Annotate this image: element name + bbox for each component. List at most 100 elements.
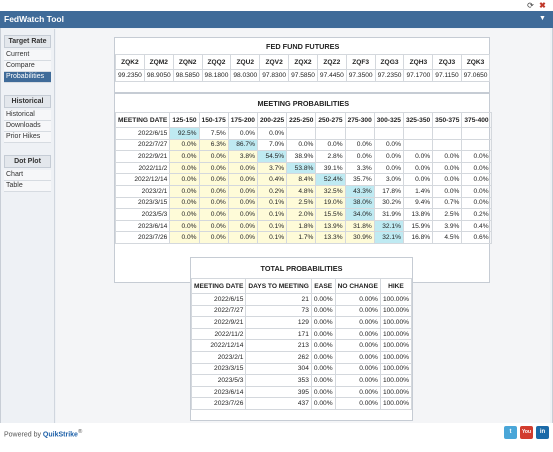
total-value-cell: 100.00% bbox=[379, 362, 413, 376]
meeting-date-cell: 2022/6/15 bbox=[114, 127, 171, 140]
probability-cell: 13.3% bbox=[315, 231, 346, 244]
probability-cell: 53.8% bbox=[286, 161, 317, 175]
futures-value-cell: 97.8300 bbox=[259, 69, 290, 82]
probability-cell: 0.0% bbox=[198, 231, 229, 244]
sidebar-item-compare[interactable]: Compare bbox=[4, 61, 51, 72]
probability-cell: 7.0% bbox=[256, 138, 288, 152]
probability-cell: 0.0% bbox=[198, 184, 229, 198]
probability-cell: 2.5% bbox=[432, 208, 463, 221]
total-date-cell: 2023/7/26 bbox=[190, 397, 247, 410]
probability-cell bbox=[344, 127, 375, 140]
table-row: 2023/5/3 0.0% 0.0% 0.0% 0.1% 2.0% 15.5% 34.0% 31… bbox=[114, 208, 492, 221]
collapse-icon[interactable]: ▼ bbox=[539, 15, 546, 22]
total-value-cell: 0.00% bbox=[310, 339, 336, 352]
meeting-date-cell: 2023/2/1 bbox=[114, 184, 171, 198]
meeting-date-cell: 2023/3/15 bbox=[114, 196, 171, 210]
probability-cell: 0.0% bbox=[432, 173, 463, 186]
probability-cell: 0.0% bbox=[227, 161, 258, 175]
futures-header-cell: ZQQ2 bbox=[201, 54, 232, 70]
window-titlebar: FedWatch Tool ▼ bbox=[0, 11, 553, 29]
sidebar-item-prior-hikes[interactable]: Prior Hikes bbox=[4, 132, 51, 143]
sidebar-item-current[interactable]: Current bbox=[4, 50, 51, 61]
total-value-cell: 0.00% bbox=[334, 339, 381, 352]
total-value-cell: 437 bbox=[245, 397, 312, 410]
meeting-date-cell: 2023/6/14 bbox=[114, 219, 171, 233]
total-value-cell: 100.00% bbox=[379, 293, 413, 306]
probability-cell: 3.8% bbox=[227, 150, 258, 163]
futures-header-cell: ZQF3 bbox=[345, 54, 376, 70]
sidebar-item-downloads[interactable]: Downloads bbox=[4, 121, 51, 132]
sidebar-item-chart[interactable]: Chart bbox=[4, 170, 51, 181]
powered-by-label: Powered by bbox=[4, 431, 41, 439]
futures-table: FED FUND FUTURES ZQK2 ZQM2 ZQN2 ZQQ2 ZQU2 ZQV… bbox=[115, 38, 491, 82]
probability-cell: 0.0% bbox=[227, 196, 258, 210]
futures-header-cell: ZQG3 bbox=[374, 54, 405, 70]
total-value-cell: 0.00% bbox=[334, 350, 381, 364]
total-value-cell: 171 bbox=[245, 327, 312, 341]
meeting-date-cell: 2022/7/27 bbox=[114, 138, 171, 152]
futures-value-cell: 97.1700 bbox=[403, 69, 434, 82]
total-value-cell: 100.00% bbox=[379, 327, 413, 341]
probability-cell: 32.5% bbox=[315, 184, 346, 198]
table-row: 2022/7/27 0.0% 6.3% 86.7% 7.0% 0.0% 0.0% 0.0% 0.… bbox=[114, 138, 492, 152]
futures-panel: FED FUND FUTURES ZQK2 ZQM2 ZQN2 ZQQ2 ZQU2 ZQV… bbox=[114, 37, 491, 93]
futures-value-cell: 98.0300 bbox=[230, 69, 261, 82]
probability-cell: 0.0% bbox=[227, 208, 258, 221]
main-content: FED FUND FUTURES ZQK2 ZQM2 ZQN2 ZQQ2 ZQU2 ZQV… bbox=[56, 29, 550, 423]
probability-cell: 0.0% bbox=[373, 138, 404, 152]
meeting-date-cell: 2022/11/2 bbox=[114, 161, 171, 175]
total-value-cell: 262 bbox=[245, 350, 312, 364]
probability-cell: 0.0% bbox=[169, 184, 200, 198]
meeting-date-cell: 2022/9/21 bbox=[114, 150, 171, 163]
futures-header-cell: ZQN2 bbox=[172, 54, 203, 70]
probability-cell: 0.7% bbox=[432, 196, 463, 210]
probability-cell: 0.0% bbox=[169, 173, 200, 186]
total-value-cell: 353 bbox=[245, 374, 312, 387]
probability-cell: 0.0% bbox=[198, 150, 229, 163]
probability-cell: 32.1% bbox=[373, 219, 404, 233]
probability-cell: 0.0% bbox=[198, 219, 229, 233]
total-value-cell: 395 bbox=[245, 385, 312, 399]
total-value-cell: 0.00% bbox=[310, 397, 336, 410]
total-value-cell: 0.00% bbox=[310, 350, 336, 364]
probability-cell bbox=[432, 138, 463, 152]
probability-cell: 0.0% bbox=[227, 231, 258, 244]
table-row: 2022/12/14 0.0% 0.0% 0.0% 0.4% 8.4% 52.4% 35.7%… bbox=[114, 173, 492, 186]
sidebar-item-table[interactable]: Table bbox=[4, 181, 51, 192]
futures-value-cell: 98.5850 bbox=[172, 69, 203, 82]
table-row: 2023/3/15 304 0.00% 0.00% 100.00% bbox=[190, 362, 413, 376]
meeting-header-cell: 150-175 bbox=[198, 112, 229, 128]
probability-cell bbox=[315, 127, 346, 140]
futures-value-cell: 98.1800 bbox=[201, 69, 232, 82]
meeting-header-cell: 175-200 bbox=[227, 112, 258, 128]
probability-cell: 0.0% bbox=[198, 173, 229, 186]
total-value-cell: 0.00% bbox=[310, 316, 336, 329]
probability-cell: 39.1% bbox=[315, 161, 346, 175]
powered-by: Powered by QuikStrike® bbox=[4, 429, 82, 438]
sidebar-item-historical[interactable]: Historical bbox=[4, 110, 51, 121]
probability-cell: 0.0% bbox=[461, 184, 492, 198]
futures-header-cell: ZQK2 bbox=[115, 54, 145, 70]
youtube-icon[interactable]: You Tube bbox=[520, 426, 533, 448]
registered-mark: ® bbox=[77, 429, 83, 435]
probability-cell: 16.8% bbox=[402, 231, 434, 244]
sidebar: Target Rate Current Compare Probabilitie… bbox=[1, 29, 55, 423]
probability-cell: 0.0% bbox=[227, 127, 258, 140]
footer: Powered by QuikStrike® t You Tube in bbox=[0, 423, 553, 448]
total-header-cell: EASE bbox=[310, 278, 336, 294]
probability-cell: 0.0% bbox=[169, 150, 200, 163]
total-value-cell: 0.00% bbox=[310, 385, 336, 399]
table-row: 2023/3/15 0.0% 0.0% 0.0% 0.1% 2.5% 19.0% 38.0% 3… bbox=[114, 196, 492, 210]
table-row: 2023/2/1 262 0.00% 0.00% 100.00% bbox=[190, 350, 413, 364]
total-date-cell: 2022/6/15 bbox=[190, 293, 247, 306]
linkedin-icon[interactable]: in bbox=[536, 426, 549, 439]
brand-link[interactable]: QuikStrike bbox=[42, 431, 78, 439]
close-icon[interactable]: ✖ bbox=[539, 1, 546, 10]
sidebar-item-probabilities[interactable]: Probabilities bbox=[4, 72, 51, 83]
futures-header-cell: ZQU2 bbox=[230, 54, 261, 70]
twitter-icon[interactable]: t bbox=[504, 426, 517, 439]
probability-cell: 0.2% bbox=[461, 208, 492, 221]
table-row: 2022/11/2 0.0% 0.0% 0.0% 3.7% 53.8% 39.1% 3.3% 0… bbox=[114, 161, 492, 175]
refresh-icon[interactable]: ⟳ bbox=[527, 1, 534, 10]
probability-cell: 9.4% bbox=[402, 196, 434, 210]
